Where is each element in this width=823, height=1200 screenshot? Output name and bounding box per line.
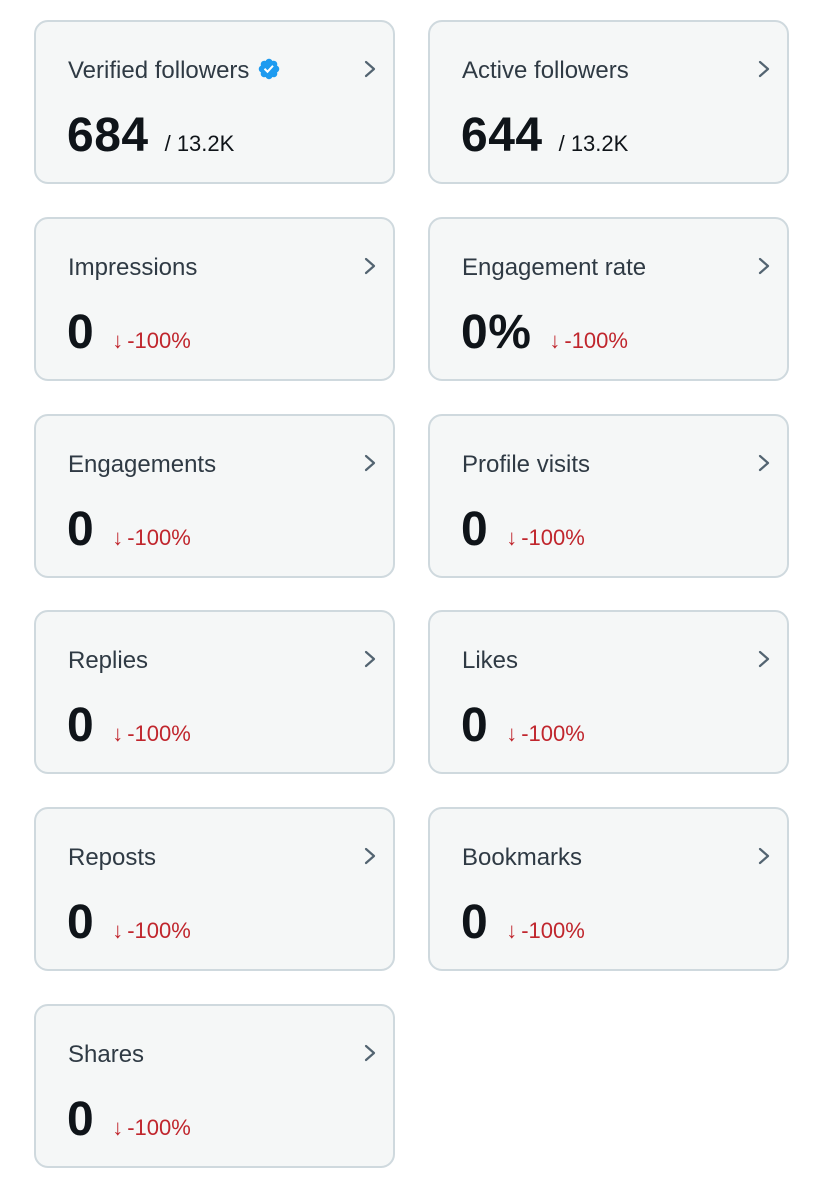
metric-change: -100% [127, 328, 191, 353]
chevron-right-icon[interactable] [361, 255, 379, 277]
metric-card-verified-followers[interactable]: Verified followers 684 / 13.2K [34, 20, 395, 184]
metric-card-likes[interactable]: Likes 0 ↓ -100% [428, 610, 789, 774]
metric-change: -100% [521, 721, 585, 746]
metric-label: Likes [462, 647, 519, 674]
metric-value: 684 [67, 109, 149, 162]
metric-label: Shares [68, 1041, 145, 1068]
metric-total: / 13.2K [164, 131, 235, 156]
metric-label: Verified followers [68, 57, 250, 84]
metric-label: Engagements [68, 451, 217, 478]
down-arrow-icon: ↓ [112, 721, 124, 746]
metric-change: -100% [127, 918, 191, 943]
verified-badge-icon [259, 58, 280, 80]
metric-value: 0 [67, 306, 95, 359]
chevron-right-icon[interactable] [361, 452, 379, 474]
metric-card-reposts[interactable]: Reposts 0 ↓ -100% [34, 807, 395, 971]
metric-change: -100% [127, 721, 191, 746]
chevron-right-icon[interactable] [361, 1042, 379, 1064]
chevron-right-icon[interactable] [755, 255, 773, 277]
metric-change: -100% [127, 1115, 191, 1140]
down-arrow-icon: ↓ [112, 525, 124, 550]
metric-card-replies[interactable]: Replies 0 ↓ -100% [34, 610, 395, 774]
down-arrow-icon: ↓ [506, 721, 518, 746]
metric-value: 0 [67, 503, 95, 556]
down-arrow-icon: ↓ [112, 1115, 124, 1140]
metric-value: 0 [461, 699, 489, 752]
metric-value: 0 [461, 503, 489, 556]
metric-label: Engagement rate [462, 254, 647, 281]
down-arrow-icon: ↓ [549, 328, 561, 353]
metric-card-engagements[interactable]: Engagements 0 ↓ -100% [34, 414, 395, 578]
metric-label: Replies [68, 647, 149, 674]
metric-value: 0 [461, 896, 489, 949]
chevron-right-icon[interactable] [755, 452, 773, 474]
metric-total: / 13.2K [558, 131, 629, 156]
metric-card-impressions[interactable]: Impressions 0 ↓ -100% [34, 217, 395, 381]
metric-card-shares[interactable]: Shares 0 ↓ -100% [34, 1004, 395, 1168]
metric-card-engagement-rate[interactable]: Engagement rate 0% ↓ -100% [428, 217, 789, 381]
metric-change: -100% [564, 328, 628, 353]
chevron-right-icon[interactable] [361, 58, 379, 80]
metric-value: 0 [67, 699, 95, 752]
down-arrow-icon: ↓ [112, 328, 124, 353]
chevron-right-icon[interactable] [361, 648, 379, 670]
down-arrow-icon: ↓ [506, 525, 518, 550]
down-arrow-icon: ↓ [506, 918, 518, 943]
metric-label: Reposts [68, 844, 157, 871]
metric-change: -100% [127, 525, 191, 550]
metric-change: -100% [521, 525, 585, 550]
metric-value: 0 [67, 896, 95, 949]
metric-card-bookmarks[interactable]: Bookmarks 0 ↓ -100% [428, 807, 789, 971]
metric-card-profile-visits[interactable]: Profile visits 0 ↓ -100% [428, 414, 789, 578]
chevron-right-icon[interactable] [361, 845, 379, 867]
chevron-right-icon[interactable] [755, 648, 773, 670]
metric-value: 644 [461, 109, 543, 162]
metric-value: 0% [461, 306, 532, 359]
down-arrow-icon: ↓ [112, 918, 124, 943]
metric-value: 0 [67, 1093, 95, 1146]
metric-label: Bookmarks [462, 844, 583, 871]
chevron-right-icon[interactable] [755, 58, 773, 80]
metric-label: Impressions [68, 254, 198, 281]
metric-label: Active followers [462, 57, 629, 84]
metric-change: -100% [521, 918, 585, 943]
chevron-right-icon[interactable] [755, 845, 773, 867]
metric-label: Profile visits [462, 451, 591, 478]
metric-card-active-followers[interactable]: Active followers 644 / 13.2K [428, 20, 789, 184]
